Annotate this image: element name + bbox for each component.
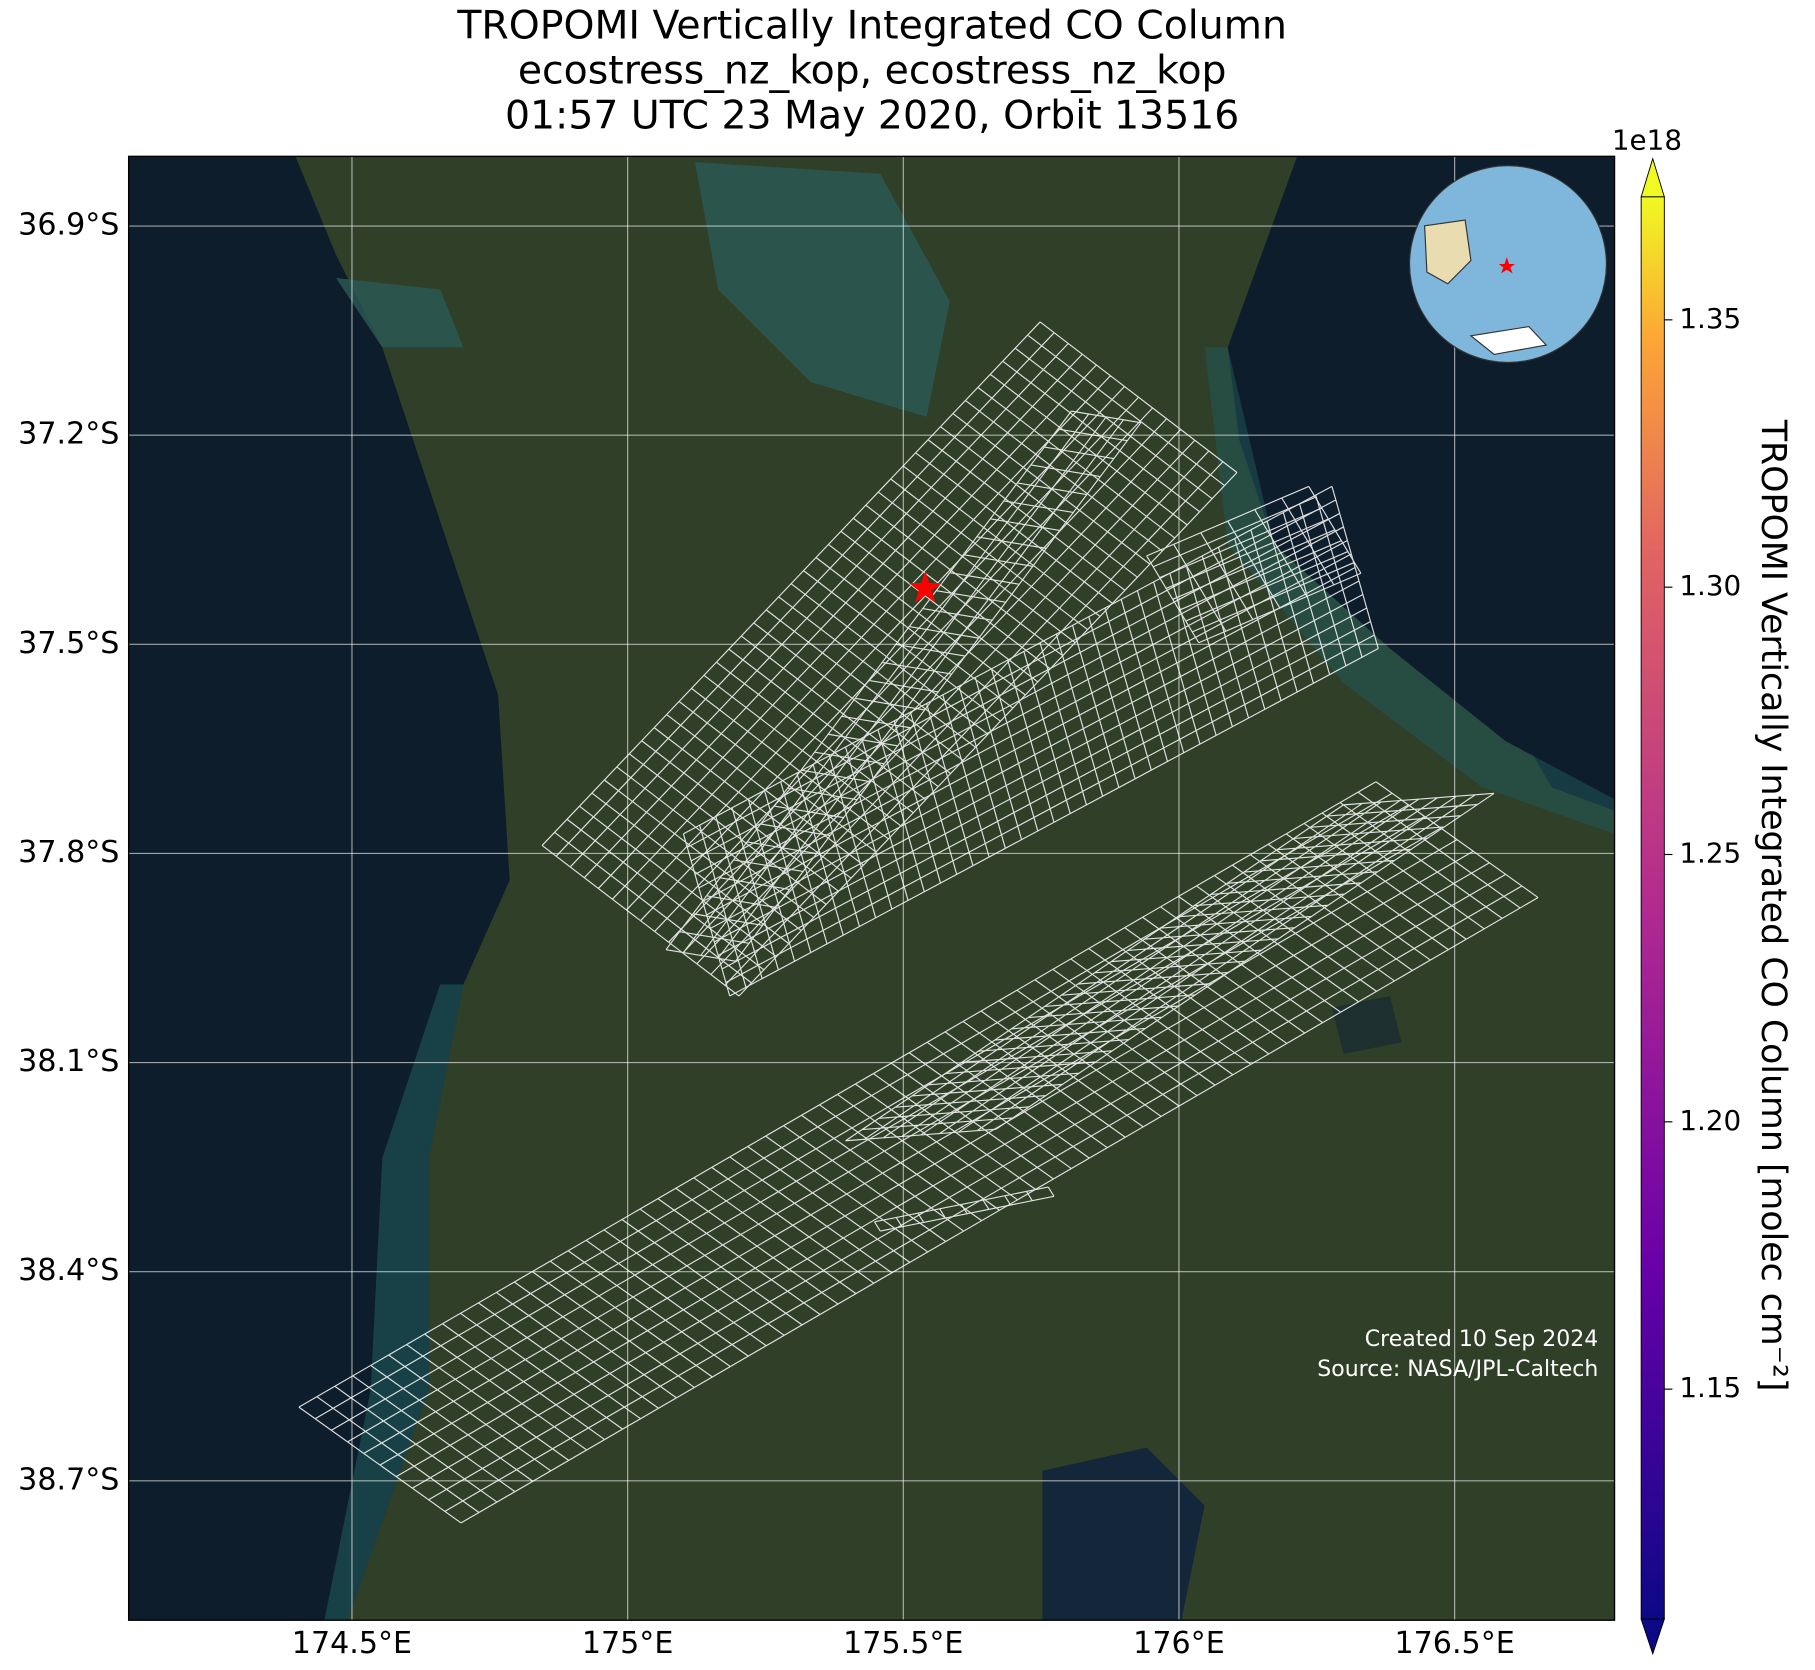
colorbar-tick-label: 1.30 (1679, 569, 1741, 602)
basemap (128, 156, 1615, 1621)
colorbar-extend (1640, 1618, 1665, 1656)
x-tick-label: 175.5°E (843, 1626, 963, 1661)
y-tick-label: 37.8°S (18, 835, 119, 870)
title-line: TROPOMI Vertically Integrated CO Column (456, 2, 1287, 48)
x-tick-label: 176°E (1133, 1626, 1225, 1661)
y-tick-label: 38.1°S (18, 1044, 119, 1079)
title-line: 01:57 UTC 23 May 2020, Orbit 13516 (505, 93, 1239, 139)
colorbar-extend (1640, 157, 1665, 198)
y-tick-label: 36.9°S (18, 208, 119, 243)
x-tick-label: 175°E (582, 1626, 674, 1661)
colorbar-label: TROPOMI Vertically Integrated CO Column … (1753, 419, 1793, 1392)
colorbar-tick-label: 1.20 (1679, 1104, 1741, 1137)
colorbar-offset: 1e18 (1612, 123, 1682, 156)
axes: 174.5°E 175°E 175.5°E 176°E 176.5°E 36.9°S 37.… (18, 156, 1615, 1661)
inset-antarctica (1469, 325, 1548, 355)
map-frame (127, 155, 1616, 1621)
swath-grid (298, 781, 1539, 1524)
y-tick-label: 37.2°S (18, 417, 119, 452)
colorbar-tick-label: 1.25 (1679, 836, 1741, 869)
title-line: ecostress_nz_kop, ecostress_nz_kop (518, 47, 1227, 93)
y-tick-label: 38.4°S (18, 1253, 119, 1288)
x-tick-label: 176.5°E (1394, 1626, 1514, 1661)
y-tick-label: 38.7°S (18, 1462, 119, 1497)
swath-grid (874, 1186, 1055, 1232)
swath-grid (682, 485, 1379, 997)
inset-marker (1498, 257, 1515, 274)
inset-australia (1423, 219, 1472, 285)
colorbar (1640, 196, 1665, 1620)
colorbar-tick-label: 1.15 (1679, 1371, 1741, 1404)
swath-grid (665, 410, 1142, 962)
swath-grid (1146, 485, 1362, 644)
footer: Source: NASA/JPL-Caltech (1317, 1357, 1598, 1382)
x-tick-label: 174.5°E (292, 1626, 412, 1661)
footer: Created 10 Sep 2024 (1365, 1327, 1599, 1352)
target-marker (908, 571, 942, 603)
colorbar-tick-label: 1.35 (1679, 302, 1741, 335)
y-tick-label: 37.5°S (18, 626, 119, 661)
swath-grid (845, 792, 1495, 1142)
